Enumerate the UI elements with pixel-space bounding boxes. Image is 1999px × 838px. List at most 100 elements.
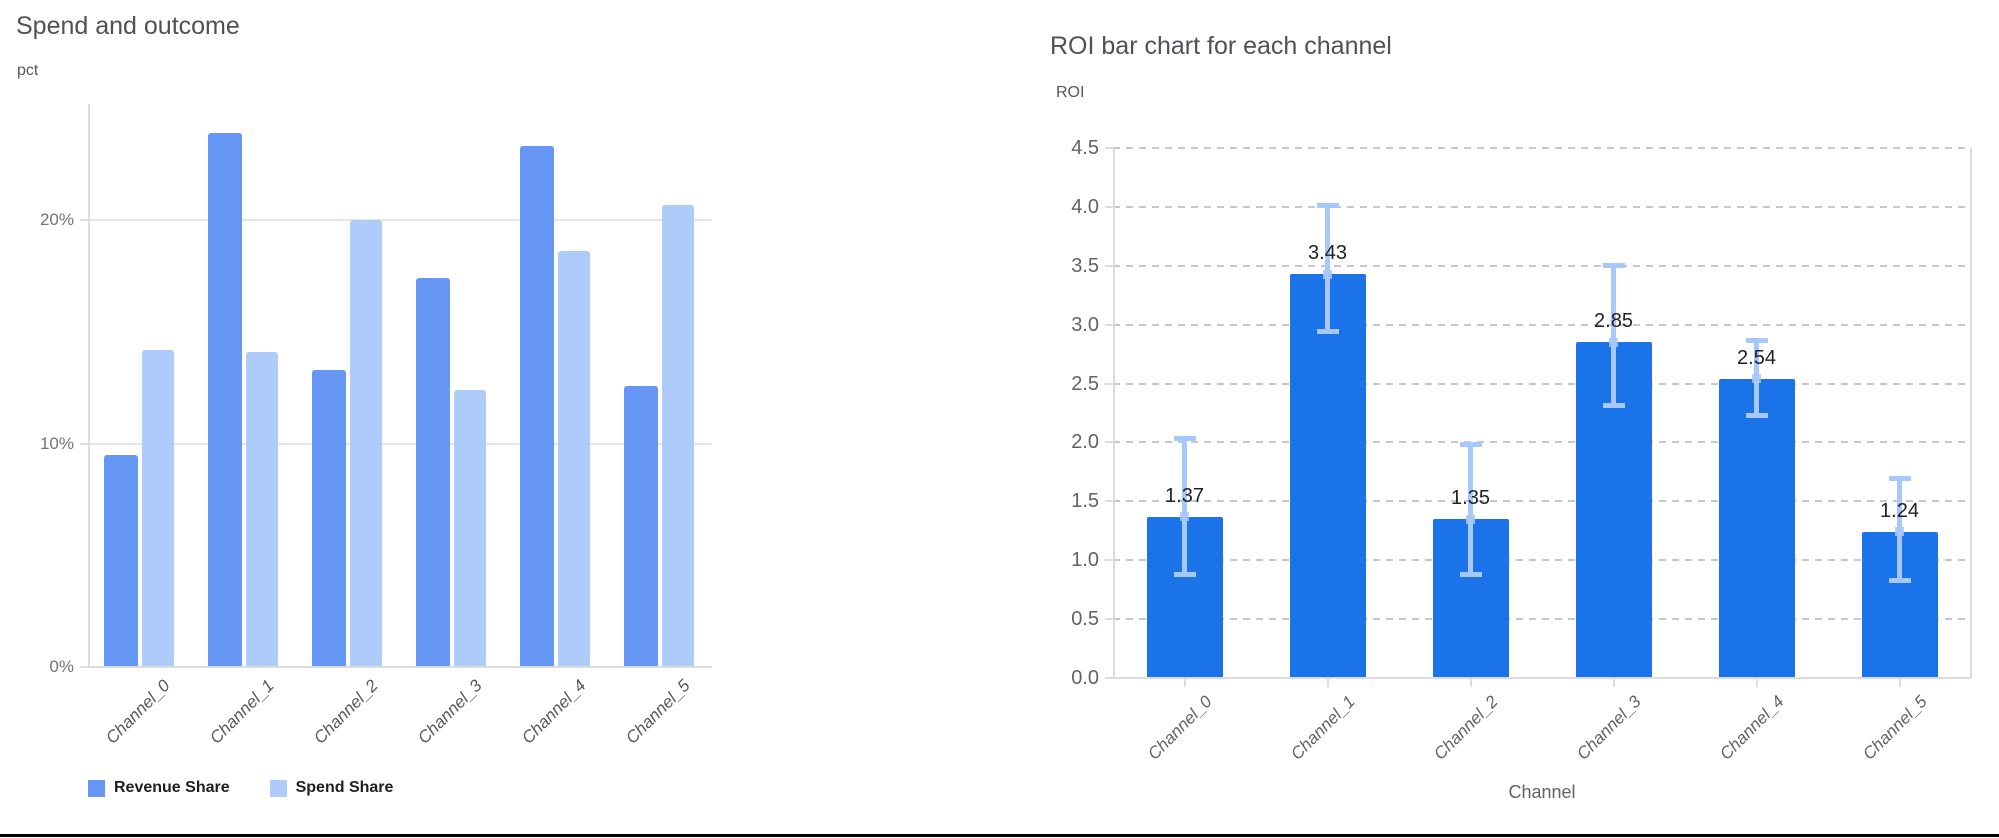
error-bar-marker-channel_0	[1180, 512, 1189, 522]
bar-spend-channel_4[interactable]	[558, 251, 590, 667]
grid-line-dashed	[1113, 264, 1971, 267]
y-axis-tick	[80, 666, 88, 668]
y-tick-label: 1.0	[1071, 549, 1099, 572]
error-bar-cap-top-channel_1	[1316, 202, 1339, 208]
x-axis-tick-channel_3	[1612, 679, 1615, 687]
grid-line-dashed	[1113, 323, 1971, 326]
error-bar-line-channel_3	[1611, 264, 1616, 405]
bar-revenue-channel_2[interactable]	[312, 369, 346, 667]
legend-label-revenue-share: Revenue Share	[114, 779, 230, 796]
bar-revenue-channel_1[interactable]	[208, 133, 242, 667]
y-axis-tick	[1105, 323, 1113, 326]
bar-revenue-channel_4[interactable]	[520, 146, 554, 667]
y-axis-tick	[1105, 559, 1113, 562]
x-axis-tick-channel_4	[1755, 679, 1758, 687]
y-axis-tick	[1105, 441, 1113, 444]
y-tick-label: 0%	[49, 657, 74, 676]
bar-spend-channel_3[interactable]	[454, 389, 486, 667]
grid-line-dashed	[1113, 382, 1971, 385]
error-bar-cap-top-channel_2	[1459, 441, 1482, 447]
right-x-axis-title: Channel	[1508, 782, 1576, 802]
error-bar-line-channel_0	[1182, 437, 1187, 575]
bar-roi-channel_1[interactable]	[1289, 274, 1366, 678]
bar-spend-channel_5[interactable]	[662, 204, 694, 667]
right-x-axis-line	[1113, 677, 1971, 679]
bar-roi-channel_4[interactable]	[1718, 378, 1795, 678]
y-axis-tick	[1105, 382, 1113, 385]
revenue-share-swatch	[88, 779, 105, 797]
x-tick-label-channel_2: Channel_2	[1430, 692, 1502, 764]
error-bar-cap-bottom-channel_5	[1888, 578, 1911, 584]
y-axis-tick	[1105, 264, 1113, 267]
y-tick-label: 20%	[39, 210, 74, 230]
grid-line-dashed	[1113, 205, 1971, 208]
error-bar-cap-top-channel_5	[1888, 475, 1911, 481]
value-label-channel_2: 1.35	[1451, 487, 1490, 509]
grid-line-dashed	[1113, 147, 1971, 149]
x-tick-label-channel_3: Channel_3	[1573, 692, 1645, 764]
left-x-axis-line	[88, 666, 712, 668]
y-axis-tick	[1105, 500, 1113, 503]
x-axis-tick-channel_2	[1469, 679, 1472, 687]
bar-revenue-channel_5[interactable]	[624, 385, 658, 667]
error-bar-cap-top-channel_4	[1745, 337, 1768, 343]
y-tick-label: 10%	[39, 433, 74, 453]
y-axis-tick	[1105, 205, 1113, 208]
value-label-channel_3: 2.85	[1594, 310, 1633, 333]
y-tick-label: 3.0	[1071, 313, 1099, 336]
y-tick-label: 0.0	[1071, 667, 1099, 689]
error-bar-cap-bottom-channel_3	[1602, 402, 1625, 408]
value-label-channel_5: 1.24	[1880, 499, 1919, 522]
x-axis-tick-channel_1	[1326, 679, 1329, 687]
bar-revenue-channel_0[interactable]	[104, 454, 138, 667]
y-tick-label: 4.5	[1071, 137, 1099, 159]
error-bar-marker-channel_5	[1895, 527, 1904, 537]
legend-item-revenue-share[interactable]: Revenue Share	[88, 779, 230, 797]
spend-share-swatch	[269, 779, 287, 797]
bar-spend-channel_2[interactable]	[350, 220, 382, 667]
left-chart-title: Spend and outcome	[16, 12, 240, 40]
x-tick-label-channel_4: Channel_4	[1716, 692, 1788, 764]
error-bar-cap-bottom-channel_2	[1459, 572, 1482, 578]
y-tick-label: 0.5	[1071, 608, 1099, 631]
bar-spend-channel_0[interactable]	[142, 349, 174, 667]
grid-line	[88, 442, 712, 445]
grid-line-dashed	[1113, 618, 1971, 621]
x-tick-label-channel_1: Channel_1	[1287, 692, 1359, 764]
error-bar-cap-bottom-channel_1	[1316, 328, 1339, 334]
y-tick-label: 2.0	[1071, 431, 1099, 454]
error-bar-marker-channel_4	[1752, 374, 1761, 384]
error-bar-cap-bottom-channel_4	[1745, 413, 1768, 419]
legend-item-spend-share[interactable]: Spend Share	[269, 779, 394, 797]
y-axis-tick	[1105, 618, 1113, 621]
right-chart-title: ROI bar chart for each channel	[1050, 32, 1392, 60]
y-tick-label: 2.5	[1071, 372, 1099, 395]
error-bar-line-channel_2	[1468, 443, 1473, 575]
y-axis-tick	[1105, 677, 1113, 679]
left-y-axis-title: pct	[17, 62, 39, 79]
error-bar-marker-channel_1	[1323, 269, 1332, 279]
x-axis-tick-channel_5	[1898, 679, 1901, 687]
error-bar-cap-bottom-channel_0	[1173, 572, 1196, 578]
error-bar-line-channel_1	[1325, 204, 1330, 331]
legend-label-spend-share: Spend Share	[295, 779, 394, 796]
y-axis-tick	[80, 219, 88, 222]
error-bar-cap-top-channel_0	[1173, 435, 1196, 441]
left-legend: Revenue Share Spend Share	[88, 779, 393, 797]
grid-line	[88, 219, 712, 222]
grid-line-dashed	[1113, 559, 1971, 562]
right-plot-right-border	[1970, 148, 1972, 678]
x-tick-label-channel_0: Channel_0	[1144, 692, 1216, 764]
window-bottom-border	[0, 834, 1999, 837]
bar-revenue-channel_3[interactable]	[416, 278, 450, 667]
value-label-channel_0: 1.37	[1165, 484, 1204, 507]
error-bar-marker-channel_3	[1609, 337, 1618, 347]
right-plot-left-border	[1113, 148, 1115, 678]
right-y-axis-title: ROI	[1056, 84, 1085, 101]
y-axis-tick	[1105, 147, 1113, 149]
bar-spend-channel_1[interactable]	[246, 351, 278, 667]
value-label-channel_4: 2.54	[1737, 346, 1776, 369]
